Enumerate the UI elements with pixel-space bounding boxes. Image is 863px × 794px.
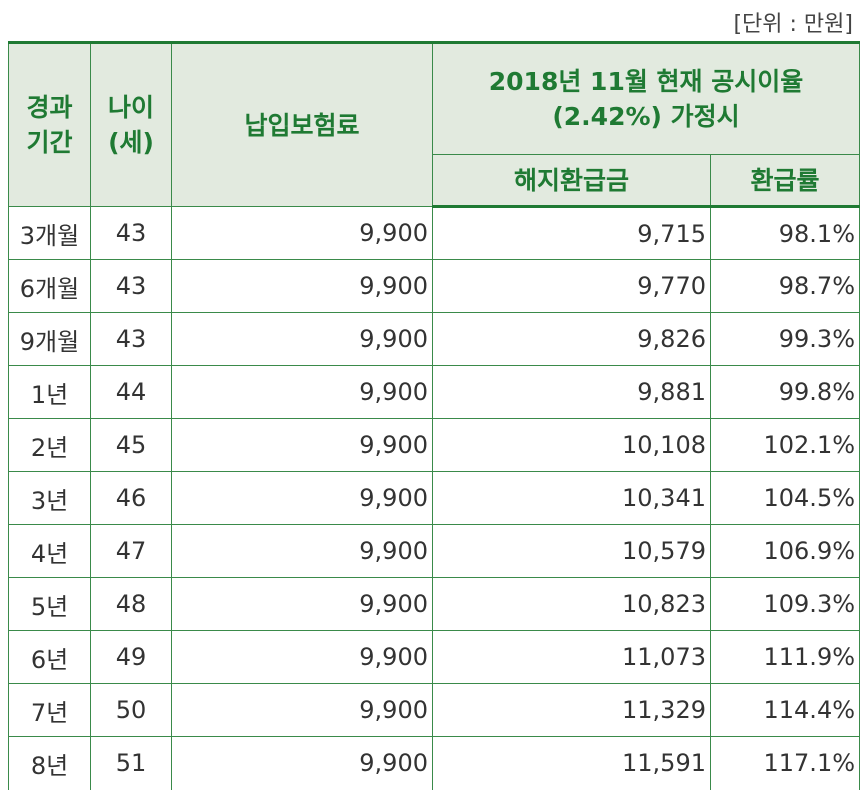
cell-refund: 9,881	[432, 365, 711, 419]
cell-premium: 9,900	[171, 418, 433, 472]
cell-premium: 9,900	[171, 259, 433, 313]
cell-age: 45	[90, 418, 172, 472]
cell-age: 50	[90, 683, 172, 737]
cell-period: 9개월	[8, 312, 91, 366]
table-body: 3개월 43 9,900 9,715 98.1% 6개월 43 9,900 9,770 98.7%…	[8, 206, 861, 790]
cell-rate: 98.7%	[709, 259, 861, 313]
cell-rate: 99.8%	[709, 365, 861, 419]
table-row: 4년 47 9,900 10,579 106.9%	[8, 524, 861, 578]
cell-age: 43	[90, 259, 172, 313]
cell-age: 43	[90, 312, 172, 366]
table-row: 5년 48 9,900 10,823 109.3%	[8, 577, 861, 631]
cell-refund: 10,579	[432, 524, 711, 578]
cell-refund: 10,823	[432, 577, 711, 631]
cell-rate: 106.9%	[709, 524, 861, 578]
cell-age: 48	[90, 577, 172, 631]
cell-premium: 9,900	[171, 312, 433, 366]
header-age-label: 나이 (세)	[107, 93, 154, 157]
table-row: 8년 51 9,900 11,591 117.1%	[8, 736, 861, 790]
cell-period: 1년	[8, 365, 91, 419]
header-premium: 납입보험료	[171, 41, 433, 207]
cell-age: 51	[90, 736, 172, 790]
cell-period: 8년	[8, 736, 91, 790]
table-row: 7년 50 9,900 11,329 114.4%	[8, 683, 861, 737]
cell-period: 7년	[8, 683, 91, 737]
cell-refund: 9,826	[432, 312, 711, 366]
cell-premium: 9,900	[171, 630, 433, 684]
header-group: 2018년 11월 현재 공시이율 (2.42%) 가정시	[431, 41, 861, 155]
unit-label: [단위 : 만원]	[733, 12, 853, 37]
cell-premium: 9,900	[171, 206, 433, 260]
cell-age: 47	[90, 524, 172, 578]
cell-rate: 99.3%	[709, 312, 861, 366]
cell-refund: 9,770	[432, 259, 711, 313]
cell-refund: 10,108	[432, 418, 711, 472]
cell-rate: 102.1%	[709, 418, 861, 472]
cell-rate: 117.1%	[709, 736, 861, 790]
cell-period: 6년	[8, 630, 91, 684]
cell-premium: 9,900	[171, 577, 433, 631]
cell-refund: 10,341	[432, 471, 711, 525]
refund-table: 경과 기간 나이 (세) 납입보험료 2018년 11월 현재 공시이율 (2.…	[8, 41, 861, 790]
cell-age: 43	[90, 206, 172, 260]
table-row: 9개월 43 9,900 9,826 99.3%	[8, 312, 861, 366]
table-row: 3년 46 9,900 10,341 104.5%	[8, 471, 861, 525]
cell-rate: 111.9%	[709, 630, 861, 684]
cell-refund: 11,329	[432, 683, 711, 737]
cell-refund: 11,591	[432, 736, 711, 790]
cell-premium: 9,900	[171, 736, 433, 790]
cell-period: 5년	[8, 577, 91, 631]
table-row: 1년 44 9,900 9,881 99.8%	[8, 365, 861, 419]
header-elapsed-period: 경과 기간	[8, 41, 91, 207]
cell-age: 46	[90, 471, 172, 525]
header-group-label: 2018년 11월 현재 공시이율 (2.42%) 가정시	[488, 67, 804, 131]
table-row: 2년 45 9,900 10,108 102.1%	[8, 418, 861, 472]
cell-period: 6개월	[8, 259, 91, 313]
header-age: 나이 (세)	[90, 41, 172, 207]
table-row: 3개월 43 9,900 9,715 98.1%	[8, 206, 861, 260]
cell-refund: 9,715	[432, 206, 711, 260]
cell-premium: 9,900	[171, 524, 433, 578]
cell-period: 3년	[8, 471, 91, 525]
table-row: 6개월 43 9,900 9,770 98.7%	[8, 259, 861, 313]
table-row: 6년 49 9,900 11,073 111.9%	[8, 630, 861, 684]
cell-rate: 114.4%	[709, 683, 861, 737]
cell-rate: 109.3%	[709, 577, 861, 631]
cell-premium: 9,900	[171, 683, 433, 737]
cell-premium: 9,900	[171, 365, 433, 419]
cell-premium: 9,900	[171, 471, 433, 525]
header-elapsed-label: 경과 기간	[26, 93, 73, 157]
cell-rate: 104.5%	[709, 471, 861, 525]
header-refund: 해지환급금	[432, 154, 711, 208]
header-refund-rate: 환급률	[709, 154, 861, 208]
cell-period: 3개월	[8, 206, 91, 260]
cell-rate: 98.1%	[709, 206, 861, 260]
cell-age: 44	[90, 365, 172, 419]
cell-period: 2년	[8, 418, 91, 472]
cell-period: 4년	[8, 524, 91, 578]
cell-refund: 11,073	[432, 630, 711, 684]
cell-age: 49	[90, 630, 172, 684]
